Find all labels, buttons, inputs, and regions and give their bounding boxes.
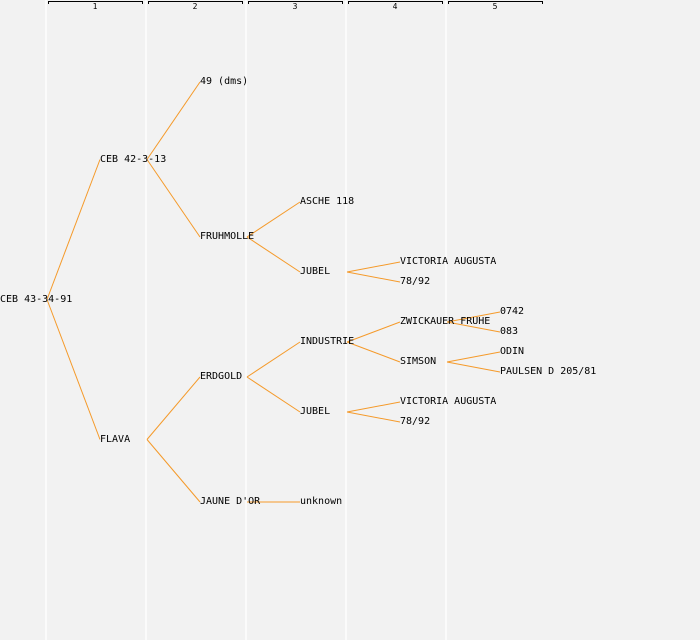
- pedigree-edge: [146, 376, 201, 440]
- pedigree-ancestor-node[interactable]: 78/92: [400, 276, 431, 287]
- pedigree-edge: [246, 341, 301, 378]
- pedigree-edge: [446, 351, 501, 363]
- pedigree-edge: [446, 311, 501, 323]
- pedigree-parent-node[interactable]: CEB 42-3-13: [100, 153, 167, 165]
- pedigree-root-node[interactable]: CEB 43-34-91: [0, 293, 73, 305]
- pedigree-parent-node[interactable]: FRUHMOLLE: [200, 231, 255, 242]
- pedigree-ancestor-node[interactable]: 083: [500, 326, 519, 337]
- pedigree-edge: [246, 236, 301, 273]
- pedigree-ancestor-node[interactable]: VICTORIA AUGUSTA: [400, 256, 497, 267]
- pedigree-edge: [446, 361, 501, 373]
- generation-number: 2: [192, 2, 198, 11]
- generation-column-separator: [345, 0, 347, 640]
- generation-bracket: [448, 1, 543, 4]
- pedigree-parent-node[interactable]: JUBEL: [300, 406, 331, 417]
- pedigree-edge: [46, 159, 101, 300]
- generation-bracket: [248, 1, 343, 4]
- generation-number: 4: [392, 2, 398, 11]
- pedigree-edge: [346, 411, 401, 423]
- pedigree-edge: [46, 299, 101, 440]
- pedigree-ancestor-node[interactable]: VICTORIA AUGUSTA: [400, 396, 497, 407]
- pedigree-ancestor-node[interactable]: PAULSEN D 205/81: [500, 366, 597, 377]
- pedigree-ancestor-node[interactable]: ODIN: [500, 346, 525, 357]
- pedigree-parent-node[interactable]: JUBEL: [300, 266, 331, 277]
- generation-bracket: [148, 1, 243, 4]
- pedigree-parent-node[interactable]: ERDGOLD: [200, 371, 243, 382]
- pedigree-edge: [446, 321, 501, 333]
- generation-bracket: [348, 1, 443, 4]
- pedigree-ancestor-node[interactable]: ASCHE 118: [300, 196, 355, 207]
- pedigree-parent-node[interactable]: ZWICKAUER FRUHE: [400, 316, 491, 327]
- pedigree-ancestor-node[interactable]: 0742: [500, 306, 525, 317]
- pedigree-ancestor-node[interactable]: 78/92: [400, 416, 431, 427]
- pedigree-edge: [346, 401, 401, 413]
- pedigree-edge: [246, 376, 301, 413]
- generation-column-separator: [145, 0, 147, 640]
- generation-bracket: [48, 1, 143, 4]
- pedigree-edge: [146, 81, 201, 160]
- pedigree-parent-node[interactable]: JAUNE D'OR: [200, 496, 261, 507]
- pedigree-parent-node[interactable]: FLAVA: [100, 433, 131, 445]
- pedigree-edge: [346, 271, 401, 283]
- pedigree-edge: [146, 439, 201, 503]
- pedigree-edge: [146, 159, 201, 238]
- pedigree-edge: [246, 201, 301, 238]
- pedigree-edge: [346, 341, 401, 363]
- pedigree-ancestor-node[interactable]: unknown: [300, 496, 343, 507]
- pedigree-parent-node[interactable]: SIMSON: [400, 356, 437, 367]
- generation-number: 3: [292, 2, 298, 11]
- pedigree-parent-node[interactable]: INDUSTRIE: [300, 336, 355, 347]
- pedigree-edge: [346, 321, 401, 343]
- generation-column-separator: [245, 0, 247, 640]
- pedigree-edge: [346, 261, 401, 273]
- generation-column-separator: [445, 0, 447, 640]
- generation-number: 5: [492, 2, 498, 11]
- generation-number: 1: [92, 2, 98, 11]
- generation-column-separator: [45, 0, 47, 640]
- pedigree-ancestor-node[interactable]: 49 (dms): [200, 76, 249, 87]
